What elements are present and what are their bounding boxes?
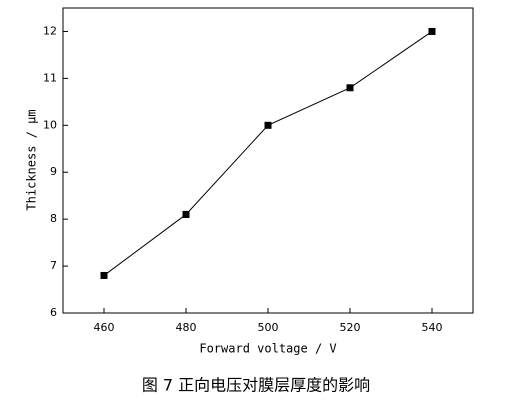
- x-tick-label: 500: [258, 321, 279, 334]
- y-tick-label: 11: [43, 71, 57, 84]
- x-tick-label: 460: [94, 321, 115, 334]
- line: [103, 31, 433, 276]
- y-tick-label: 12: [43, 24, 57, 37]
- y-tick-label: 8: [50, 212, 57, 225]
- y-axis-label: Thickness / μm: [25, 109, 39, 210]
- x-tick-label: 540: [422, 321, 443, 334]
- caption: 图 7 正向电压对膜层厚度的影响: [142, 376, 370, 395]
- y-tick-label: 7: [50, 259, 57, 272]
- marker: [346, 84, 354, 92]
- marker: [264, 121, 272, 129]
- marker: [428, 27, 436, 35]
- x-tick-label: 480: [176, 321, 197, 334]
- y-tick-label: 10: [43, 118, 57, 131]
- x-tick-label: 520: [340, 321, 361, 334]
- marker: [182, 210, 190, 218]
- x-axis-label: Forward voltage / V: [199, 342, 336, 356]
- y-tick-label: 6: [50, 306, 57, 319]
- plot-frame: [62, 7, 474, 314]
- y-tick-label: 9: [50, 165, 57, 178]
- marker: [100, 271, 108, 279]
